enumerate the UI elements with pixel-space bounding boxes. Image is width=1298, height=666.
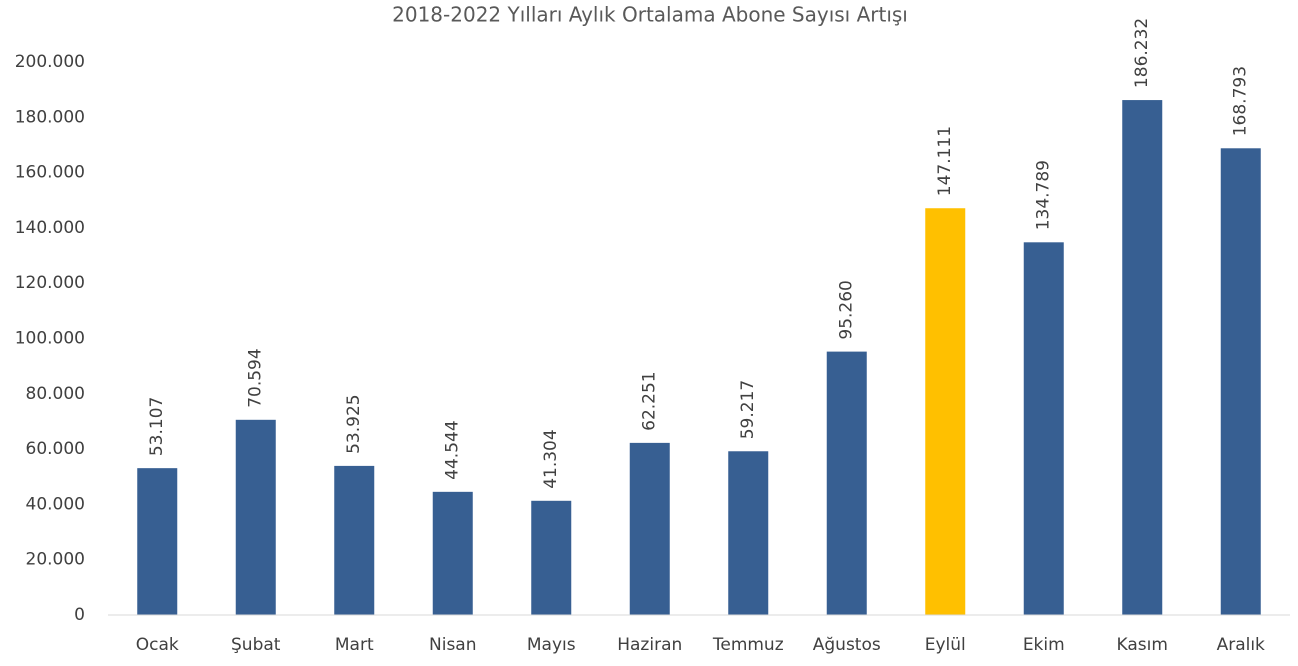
y-tick-label: 40.000	[26, 494, 85, 514]
x-tick-label: Ocak	[136, 635, 179, 655]
y-tick-label: 120.000	[15, 273, 85, 293]
data-label: 95.260	[837, 280, 857, 339]
y-tick-label: 20.000	[26, 550, 85, 570]
y-tick-label: 140.000	[15, 218, 85, 238]
bar	[531, 500, 572, 615]
bar	[137, 468, 178, 615]
bar	[1220, 148, 1261, 615]
chart-title: 2018-2022 Yılları Aylık Ortalama Abone S…	[392, 3, 908, 27]
x-tick-label: Mart	[335, 635, 374, 655]
y-tick-label: 60.000	[26, 439, 85, 459]
data-label: 168.793	[1231, 66, 1251, 136]
bar	[826, 351, 867, 615]
x-tick-label: Nisan	[429, 635, 477, 655]
data-label: 53.925	[344, 394, 364, 453]
y-tick-label: 180.000	[15, 107, 85, 127]
x-tick-label: Ekim	[1023, 635, 1065, 655]
x-tick-label: Temmuz	[712, 635, 784, 655]
x-tick-label: Haziran	[617, 635, 682, 655]
bar	[629, 442, 670, 615]
y-tick-label: 80.000	[26, 384, 85, 404]
data-label: 186.232	[1132, 18, 1152, 88]
data-label: 44.544	[443, 420, 463, 479]
data-label: 70.594	[246, 348, 266, 407]
bar	[235, 419, 276, 615]
data-label: 62.251	[640, 371, 660, 430]
y-tick-label: 160.000	[15, 163, 85, 183]
bar	[432, 491, 473, 615]
bar	[334, 465, 375, 615]
data-label: 53.107	[147, 397, 167, 456]
data-label: 59.217	[738, 380, 758, 439]
x-tick-label: Ağustos	[813, 635, 881, 655]
data-label: 147.111	[935, 126, 955, 196]
x-tick-label: Mayıs	[527, 635, 576, 655]
data-label: 134.789	[1034, 160, 1054, 230]
bar	[925, 208, 966, 615]
y-tick-label: 100.000	[15, 329, 85, 349]
x-tick-label: Kasım	[1117, 635, 1168, 655]
y-tick-label: 0	[74, 605, 85, 625]
x-tick-label: Eylül	[925, 635, 966, 655]
data-label: 41.304	[541, 429, 561, 488]
bar	[1122, 100, 1163, 615]
y-tick-label: 200.000	[15, 52, 85, 72]
x-tick-label: Aralık	[1217, 635, 1265, 655]
bar	[728, 451, 769, 615]
x-tick-label: Şubat	[231, 635, 281, 655]
bar	[1023, 242, 1064, 615]
